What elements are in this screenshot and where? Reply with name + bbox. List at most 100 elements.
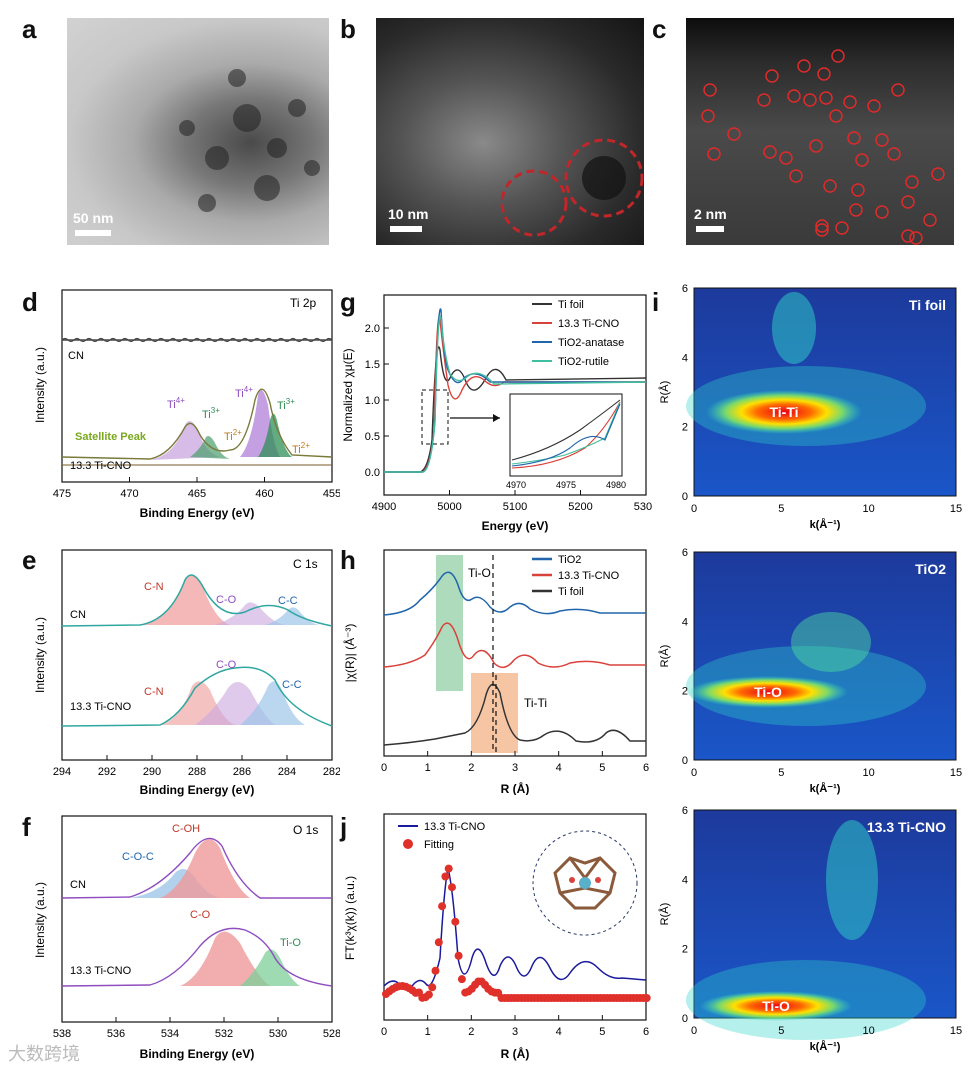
atom-marker [779, 151, 793, 165]
scale-label-a: 50 nm [73, 210, 114, 226]
x-axis-label: k(Å⁻¹) [810, 782, 841, 795]
peak-ti3-b [258, 413, 292, 457]
y-tick-label: 2 [682, 422, 688, 434]
x-tick-label: 292 [98, 766, 116, 778]
atom-marker [707, 147, 721, 161]
atom-marker [831, 49, 845, 63]
y-tick-label: 0 [682, 491, 688, 503]
panel-label-d: d [22, 287, 38, 317]
atom-marker [851, 183, 865, 197]
x-tick-label: 15 [950, 767, 962, 779]
y-tick-label: 2.0 [365, 323, 380, 335]
atom-marker [931, 167, 945, 181]
atom-marker [835, 221, 849, 235]
panel-label-b: b [340, 14, 356, 44]
x-tick-label: 15 [950, 1025, 962, 1037]
cc-label-bottom: C-C [282, 679, 302, 691]
atom-marker [843, 95, 857, 109]
path-label: Ti-O [762, 998, 790, 1014]
dashed-circle [500, 169, 568, 237]
fit-chart-j: 13.3 Ti-CNO Fitting 0 1 2 3 4 5 6 R (Å) FT(k³χ(… [343, 813, 651, 1061]
xps-chart-e: C 1s CN C-N C-O C-C 13.3 Ti-CNO C-N C-O … [33, 549, 340, 797]
x-tick-label: 3 [512, 762, 518, 774]
fit-point [642, 994, 651, 1002]
dashed-circle [564, 138, 644, 218]
x-tick-label: 536 [107, 1028, 125, 1040]
y-axis-label: Intensity (a.u.) [33, 882, 47, 958]
legend-entry: TiO2 [558, 554, 581, 566]
y-tick-label: 2 [682, 686, 688, 698]
x-tick-label: 0 [691, 503, 697, 515]
x-tick-label: 5300 [634, 501, 652, 513]
y-axis-label: Intensity (a.u.) [33, 617, 47, 693]
atom-marker [727, 127, 741, 141]
atom-marker [849, 203, 863, 217]
x-tick-label: 4900 [372, 501, 396, 513]
titi-highlight [471, 673, 518, 753]
x-tick-label: 10 [863, 767, 875, 779]
x-tick-label: 460 [255, 488, 273, 500]
legend-entry: TiO2-anatase [558, 337, 624, 349]
wavelet-map: Ti-Ti Ti foil 0 5 10 15 0 2 4 6 k(Å⁻¹) R(Å) [658, 284, 962, 531]
zoom-box [421, 389, 449, 445]
panel-label-h: h [340, 545, 356, 575]
legend-entry: Ti foil [558, 586, 584, 598]
x-tick-label: 4 [556, 1026, 562, 1038]
x-axis-label: R (Å) [501, 781, 530, 795]
panel-label-i: i [652, 287, 660, 317]
y-axis-label: FT(k³χ(k)) (a.u.) [343, 876, 357, 960]
chart-title: O 1s [293, 823, 318, 837]
y-tick-label: 1.5 [365, 359, 380, 371]
fit-point [438, 902, 447, 911]
sample-label-ticno: 13.3 Ti-CNO [70, 701, 132, 713]
fit-point [444, 864, 453, 873]
y-axis-label: R(Å) [658, 903, 671, 926]
x-tick-label: 15 [950, 503, 962, 515]
x-axis-label: k(Å⁻¹) [810, 1040, 841, 1053]
atom-marker [901, 229, 915, 243]
y-tick-label: 6 [682, 547, 688, 559]
map-title: TiO2 [915, 561, 946, 577]
x-tick-label: 1 [425, 1026, 431, 1038]
x-tick-label: 5 [778, 767, 784, 779]
atom-marker [803, 93, 817, 107]
fit-point [424, 990, 433, 999]
scale-label-b: 10 nm [388, 206, 429, 222]
inset-tick-label: 4980 [606, 480, 626, 490]
x-tick-label: 470 [120, 488, 138, 500]
tio-label: Ti-O [280, 937, 301, 949]
panel-label-f: f [22, 812, 31, 842]
atom-marker [823, 179, 837, 193]
x-tick-label: 530 [269, 1028, 287, 1040]
x-tick-label: 538 [53, 1028, 71, 1040]
legend-entry: Fitting [424, 839, 454, 851]
sample-label-cn: CN [70, 879, 86, 891]
atom-marker [757, 93, 771, 107]
panel-label-g: g [340, 287, 356, 317]
co-label-top: C-O [216, 594, 237, 606]
atom-marker [909, 231, 923, 245]
coh-label: C-OH [172, 823, 200, 835]
peak-ti3-a [190, 436, 230, 459]
legend-entry: 13.3 Ti-CNO [558, 570, 620, 582]
cn-label-top: C-N [144, 581, 164, 593]
atom-marker [763, 145, 777, 159]
atom-marker [787, 89, 801, 103]
y-tick-label: 6 [682, 805, 688, 817]
xanes-chart-g: 0.0 0.5 1.0 1.5 2.0 4900 5000 5100 5200 5300 497… [341, 294, 652, 533]
xps-chart-d: Ti 2p CN Satellite Peak 13.3 Ti-CNO Ti4+… [33, 289, 340, 520]
atom-marker [887, 147, 901, 161]
y-tick-label: 4 [682, 874, 688, 886]
x-axis-label: Binding Energy (eV) [140, 506, 255, 520]
fit-point [434, 938, 443, 947]
atom-marker [891, 83, 905, 97]
y-tick-label: 1.0 [365, 395, 380, 407]
fit-point [448, 883, 456, 892]
fit-point [431, 966, 440, 975]
scale-bar-c [696, 226, 724, 232]
tem-texture [179, 69, 320, 212]
fit-point [451, 917, 460, 926]
ti3-label-a: Ti3+ [202, 406, 220, 421]
sample-label-ticno: 13.3 Ti-CNO [70, 965, 132, 977]
ti4-label-b: Ti4+ [235, 385, 253, 400]
